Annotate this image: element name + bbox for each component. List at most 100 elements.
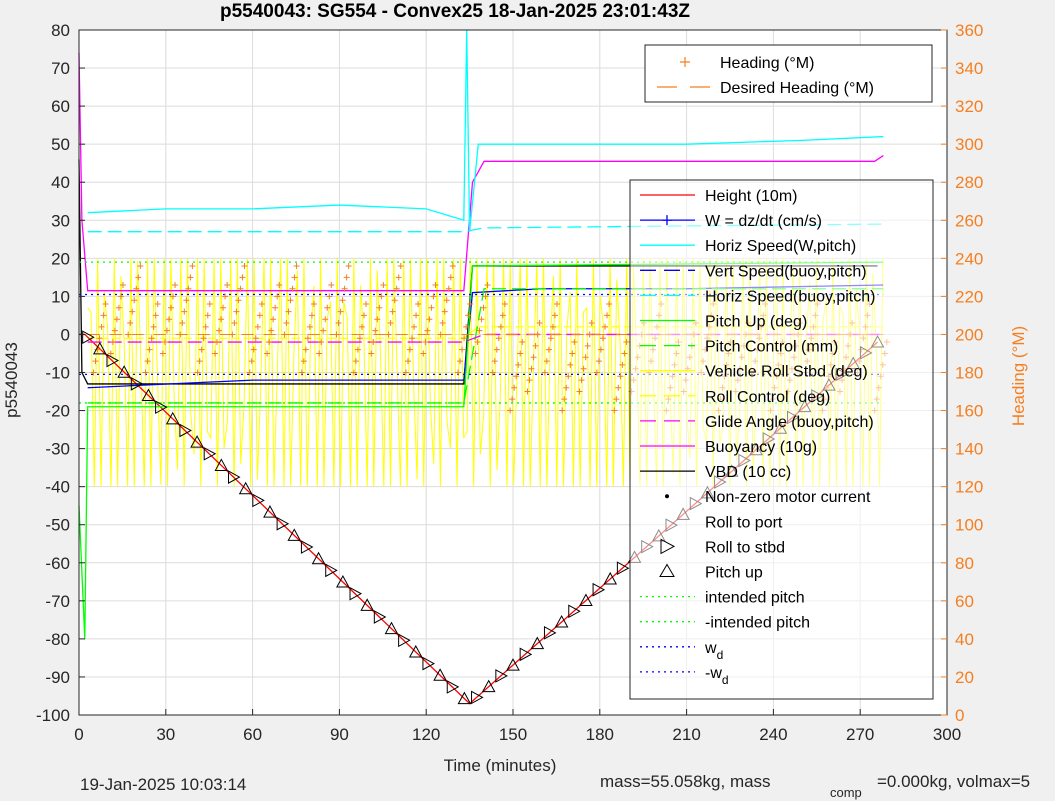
heading-point [597, 346, 604, 353]
heading-point [352, 358, 359, 365]
heading-point [513, 373, 520, 380]
heading-point [246, 369, 253, 376]
heading-point [170, 293, 177, 300]
heading-point [447, 274, 454, 281]
heading-point [595, 358, 602, 365]
track-marker [603, 571, 618, 585]
heading-point [152, 312, 159, 319]
track-marker [457, 691, 472, 705]
legend-main: Height (10m) W = dz/dt (cm/s) Horiz Speed(… [629, 179, 934, 700]
heading-point [602, 323, 609, 330]
heading-point [393, 285, 400, 292]
heading-point [491, 358, 498, 365]
heading-point [337, 308, 344, 315]
y-right-tick-label: 360 [955, 21, 983, 40]
y-tick-label: -70 [45, 592, 70, 611]
y-tick-label: -30 [45, 440, 70, 459]
heading-point [293, 262, 300, 269]
heading-point [599, 335, 606, 342]
y-right-tick-label: 260 [955, 211, 983, 230]
y-right-tick-label: 200 [955, 325, 983, 344]
heading-point [216, 327, 223, 334]
heading-point [509, 396, 516, 403]
legend-label: intended pitch [705, 590, 805, 607]
x-axis: 0 30 60 90 120 150 180 210 240 270 300 [74, 709, 961, 744]
heading-point [92, 358, 99, 365]
legend-label: Horiz Speed(W,pitch) [705, 238, 856, 255]
heading-point [426, 316, 433, 323]
y-right-tick-label: 80 [955, 554, 974, 573]
y-tick-label: 10 [51, 287, 70, 306]
y-right-tick-label: 280 [955, 173, 983, 192]
track-marker [190, 435, 204, 448]
y-axis-label-right: Heading (°M) [1009, 326, 1028, 426]
track-marker [276, 516, 290, 531]
track-marker [214, 458, 229, 471]
heading-point [484, 281, 491, 288]
heading-point [285, 308, 292, 315]
legend-label: Horiz Speed(buoy,pitch) [705, 288, 875, 305]
track-marker [117, 365, 131, 378]
heading-point [545, 346, 552, 353]
track-marker [579, 593, 593, 607]
y-tick-label: -10 [45, 364, 70, 383]
heading-point [443, 297, 450, 304]
heading-point [517, 350, 524, 357]
heading-point [306, 323, 313, 330]
heading-point [615, 384, 622, 391]
heading-point [125, 331, 132, 338]
heading-point [455, 369, 462, 376]
heading-point [463, 323, 470, 330]
track-marker [336, 574, 350, 588]
track-marker [238, 481, 253, 495]
heading-point [478, 316, 485, 323]
heading-point [445, 285, 452, 292]
heading-point [372, 327, 379, 334]
x-tick-label: 240 [759, 725, 787, 744]
heading-point [385, 331, 392, 338]
heading-point [358, 323, 365, 330]
legend-label-subscript: d [717, 648, 724, 662]
x-tick-label: 90 [330, 725, 349, 744]
heading-point [287, 297, 294, 304]
track-marker [519, 647, 533, 662]
heading-point [254, 323, 261, 330]
heading-point [148, 335, 155, 342]
y-right-tick-label: 340 [955, 59, 983, 78]
legend-label: Vehicle Roll Stbd (deg) [705, 364, 868, 381]
heading-point [563, 384, 570, 391]
heading-point [276, 281, 283, 288]
heading-point [250, 346, 257, 353]
track-marker [481, 679, 496, 693]
x-tick-label: 120 [412, 725, 440, 744]
heading-point [302, 346, 309, 353]
y-tick-label: -20 [45, 402, 70, 421]
heading-point [360, 312, 367, 319]
heading-point [320, 327, 327, 334]
track-marker [300, 540, 314, 554]
heading-point [142, 369, 149, 376]
track-marker [252, 493, 265, 508]
heading-point [499, 312, 506, 319]
heading-point [571, 339, 578, 346]
x-tick-label: 270 [846, 725, 874, 744]
heading-point [161, 339, 168, 346]
x-tick-label: 210 [672, 725, 700, 744]
heading-point [322, 316, 329, 323]
heading-point [482, 293, 489, 300]
heading-point [467, 301, 474, 307]
heading-point [189, 262, 196, 269]
track-marker [433, 668, 447, 681]
heading-point [324, 304, 331, 311]
heading-point [551, 312, 558, 319]
legend-label: Height (10m) [705, 188, 797, 205]
heading-point [356, 335, 363, 342]
heading-point [415, 301, 422, 307]
heading-point [565, 373, 572, 380]
heading-point [422, 339, 429, 346]
y-tick-label: 40 [51, 173, 70, 192]
y-tick-label: 70 [51, 59, 70, 78]
heading-point [406, 346, 413, 353]
heading-point [528, 365, 535, 372]
heading-point [239, 274, 246, 281]
